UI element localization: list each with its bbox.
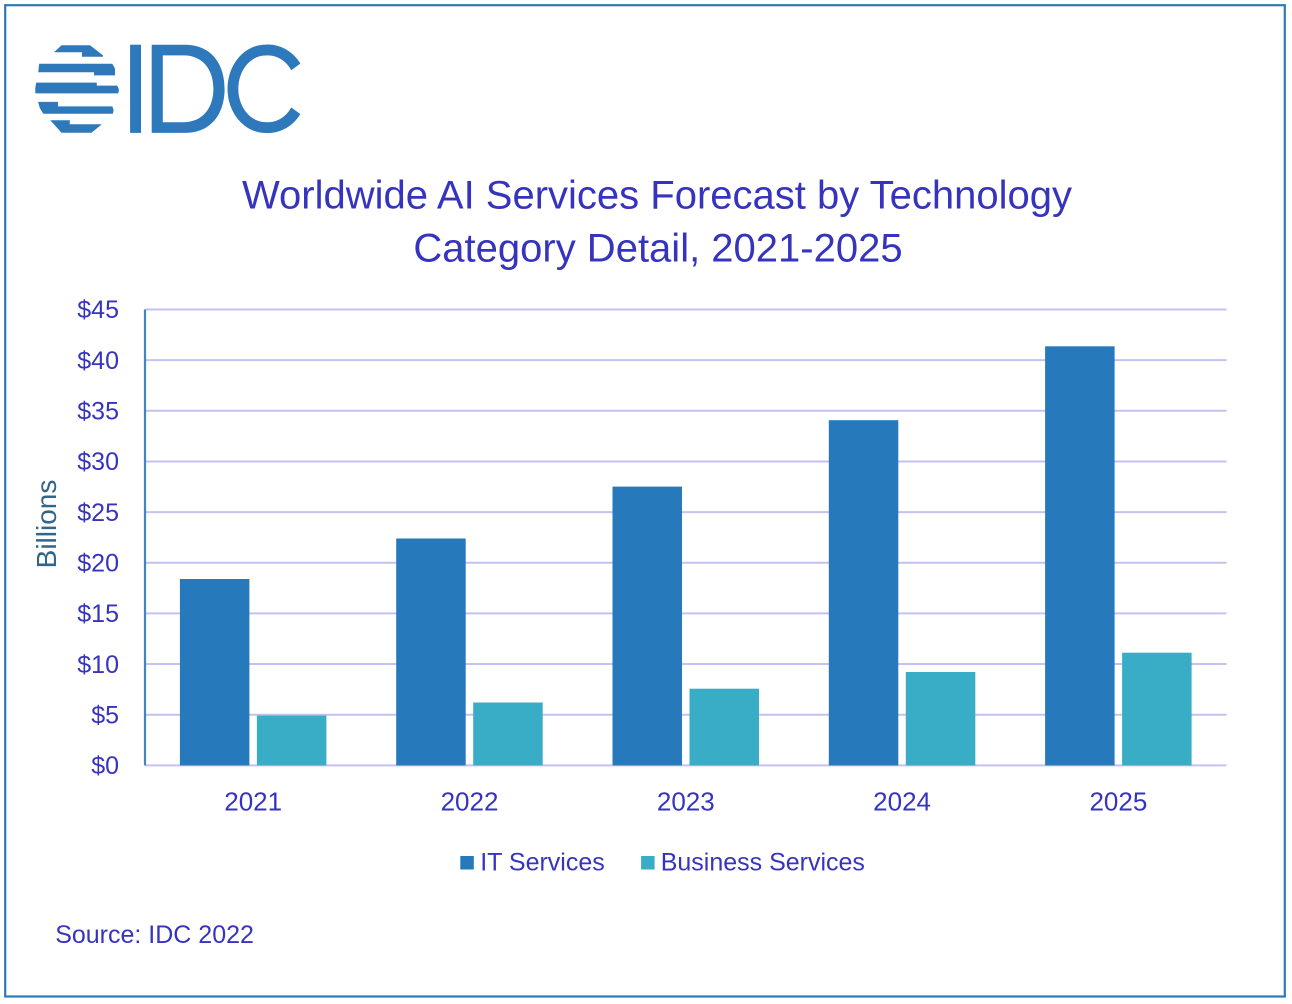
svg-text:2024: 2024: [873, 787, 931, 817]
svg-text:$35: $35: [77, 398, 119, 426]
svg-text:Billions: Billions: [31, 480, 62, 569]
svg-text:IT Services: IT Services: [480, 848, 605, 876]
svg-text:$0: $0: [91, 752, 119, 780]
svg-text:$45: $45: [77, 296, 119, 324]
svg-text:$10: $10: [77, 651, 119, 679]
svg-text:$20: $20: [77, 550, 119, 578]
svg-text:2022: 2022: [441, 787, 499, 817]
svg-text:Category Detail, 2021-2025: Category Detail, 2021-2025: [413, 226, 902, 270]
svg-text:2023: 2023: [657, 787, 715, 817]
svg-text:Business Services: Business Services: [661, 848, 865, 876]
svg-text:$30: $30: [77, 448, 119, 476]
svg-text:$15: $15: [77, 600, 119, 628]
svg-text:2021: 2021: [224, 787, 282, 817]
svg-text:$25: $25: [77, 499, 119, 527]
svg-text:$40: $40: [77, 347, 119, 375]
svg-text:Worldwide AI Services Forecast: Worldwide AI Services Forecast by Techno…: [242, 174, 1072, 218]
svg-text:Source: IDC 2022: Source: IDC 2022: [55, 921, 254, 949]
svg-text:$5: $5: [91, 701, 119, 729]
svg-text:2025: 2025: [1089, 787, 1147, 817]
